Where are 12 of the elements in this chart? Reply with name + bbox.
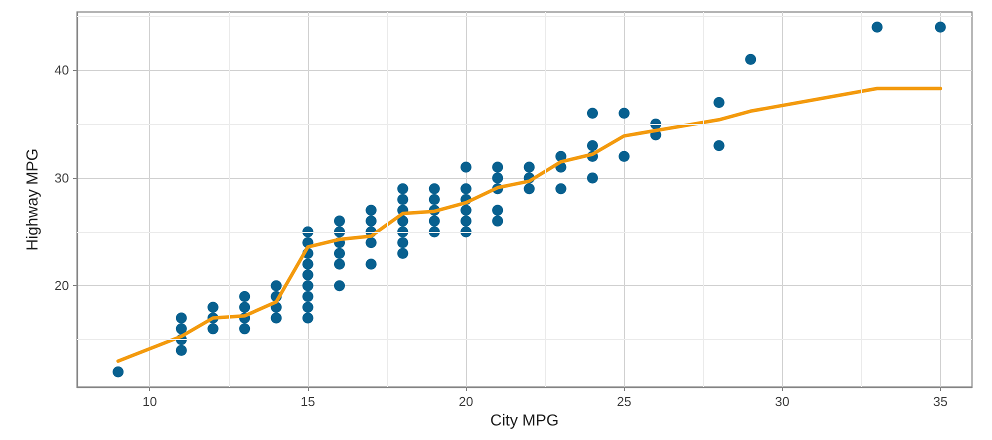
x-tick-label: 35 — [933, 394, 948, 409]
line-series — [116, 86, 942, 363]
x-axis-title: City MPG — [490, 412, 559, 430]
y-tick-label: 20 — [54, 278, 69, 294]
x-tick-label: 10 — [142, 394, 157, 409]
x-tick-label: 25 — [616, 394, 632, 409]
x-tick-label: 15 — [300, 394, 316, 409]
x-tick-label: 30 — [775, 394, 790, 409]
x-tick-label: 20 — [458, 394, 474, 409]
y-tick-label: 40 — [54, 62, 69, 78]
y-tick-label: 30 — [54, 170, 69, 186]
y-axis-title: Highway MPG — [24, 148, 42, 251]
